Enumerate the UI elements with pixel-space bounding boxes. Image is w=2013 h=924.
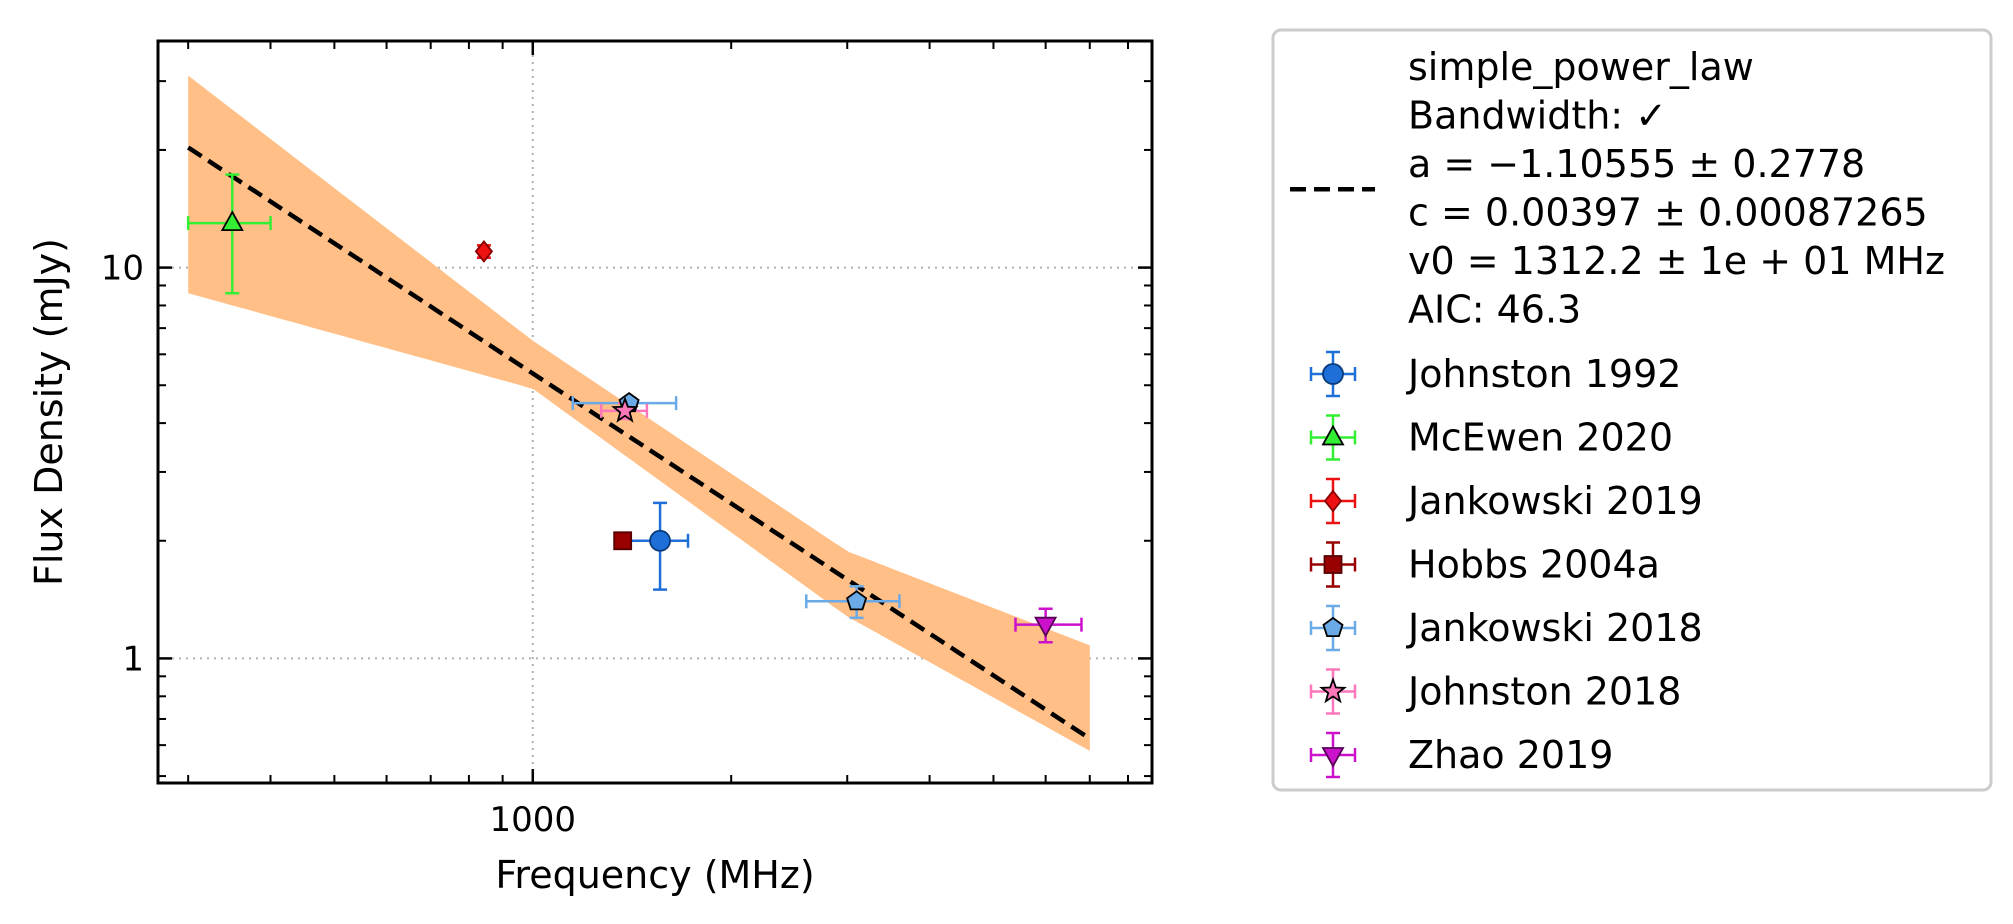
data-point [613,531,633,551]
y-axis-label: Flux Density (mJy) [27,238,71,586]
legend-label: Johnston 2018 [1406,670,1681,714]
legend-entry: Zhao 2019 [1309,731,1613,779]
legend-series-entries: Johnston 1992 McEwen 2020 Jankowski 2019 Ho… [1309,350,1703,779]
legend-fit-line-text: Bandwidth: ✓ [1408,94,1667,138]
legend-entry: Johnston 2018 [1309,668,1681,715]
legend-fit-line-text: v0 = 1312.2 ± 1e + 01 MHz [1408,239,1945,283]
data-point [649,529,671,552]
fit-line-layer [186,145,1092,741]
y-tick-label: 1 [122,639,144,679]
legend-marker [1319,676,1347,704]
legend-entry: Johnston 1992 [1309,350,1681,398]
fit-line [186,145,1092,741]
legend-marker [1322,616,1344,637]
legend-label: Jankowski 2018 [1406,606,1703,650]
legend-label: Johnston 1992 [1406,352,1681,396]
legend-fit-entry: simple_power_law Bandwidth: ✓a = −1.10555… [1290,45,1945,332]
data-point [611,396,639,423]
legend-entry: Jankowski 2018 [1309,604,1703,652]
data-point [1034,616,1058,638]
legend: simple_power_law Bandwidth: ✓a = −1.10555… [1271,28,1993,792]
legend-label: Hobbs 2004a [1408,543,1660,587]
data-point [474,239,494,263]
legend-fit-line-text: a = −1.10555 ± 0.2778 [1408,142,1865,186]
fit-uncertainty-band [188,75,1090,751]
legend-marker [1323,489,1343,513]
legend-box [1271,28,1993,792]
x-axis-label: Frequency (MHz) [495,853,814,897]
legend-label: McEwen 2020 [1408,416,1673,460]
x-tick-label: 1000 [490,800,577,840]
legend-fit-line-text: simple_power_law [1408,45,1754,89]
legend-entry: Jankowski 2019 [1309,477,1703,525]
tick-labels: 1000 1 10 [101,249,576,840]
marker-layer [220,210,1058,638]
legend-marker [1323,555,1343,574]
legend-label: Jankowski 2019 [1406,479,1703,523]
ticks [158,41,1152,783]
legend-label: Zhao 2019 [1408,733,1613,777]
legend-fit-line-text: AIC: 46.3 [1408,288,1581,332]
data-point [846,590,868,611]
legend-marker [1321,424,1345,446]
data-point [220,210,244,232]
plot-frame [156,39,1154,785]
legend-marker [1321,747,1345,768]
fit-band-layer [188,75,1090,751]
y-tick-label: 10 [101,249,144,289]
legend-entry: McEwen 2020 [1309,414,1673,461]
grid [158,41,1152,783]
legend-marker [1322,363,1344,385]
legend-fit-line-text: c = 0.00397 ± 0.00087265 [1408,191,1928,235]
legend-entry: Hobbs 2004a [1309,541,1660,588]
